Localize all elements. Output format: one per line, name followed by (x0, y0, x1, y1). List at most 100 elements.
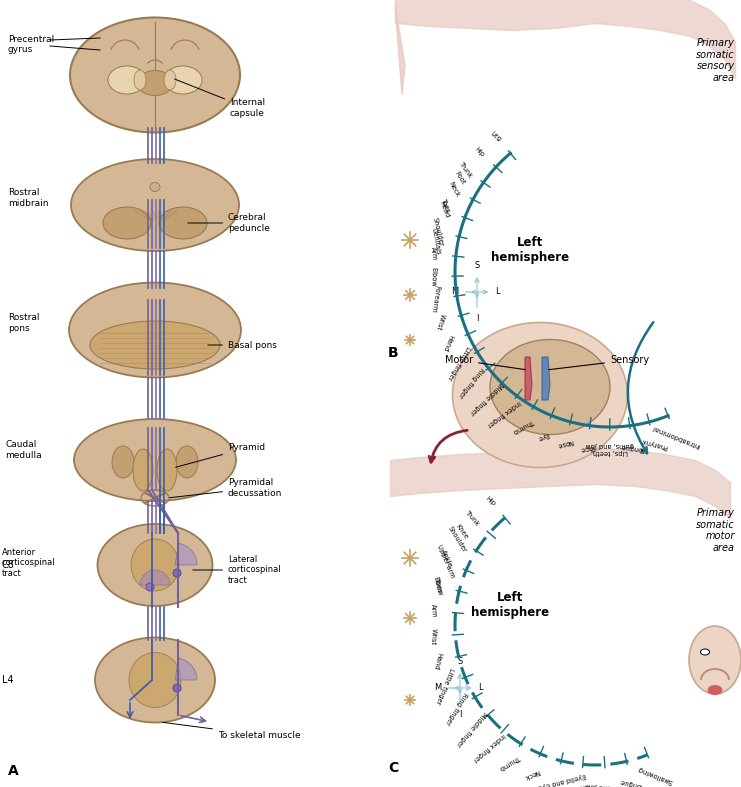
Text: Lateral
corticospinal
tract: Lateral corticospinal tract (193, 555, 282, 585)
Ellipse shape (150, 183, 160, 191)
Ellipse shape (138, 71, 173, 95)
Text: To skeletal muscle: To skeletal muscle (163, 722, 301, 740)
Text: Hand: Hand (442, 334, 454, 353)
Wedge shape (140, 570, 170, 585)
Ellipse shape (69, 283, 241, 378)
Ellipse shape (129, 652, 181, 708)
Text: Foot: Foot (453, 171, 466, 186)
Text: S: S (457, 657, 462, 666)
Text: Left
hemisphere: Left hemisphere (491, 236, 569, 264)
Ellipse shape (453, 323, 628, 467)
Text: Rostral
midbrain: Rostral midbrain (8, 188, 48, 208)
Text: Arm: Arm (431, 247, 438, 261)
Text: L4: L4 (2, 675, 13, 685)
Text: Shoulder: Shoulder (431, 216, 444, 247)
Wedge shape (175, 543, 197, 565)
Ellipse shape (176, 446, 198, 478)
Text: Anterior
corticospinal
tract: Anterior corticospinal tract (2, 548, 56, 578)
Text: A: A (8, 764, 19, 778)
Text: Knee: Knee (455, 523, 470, 541)
Ellipse shape (90, 321, 220, 369)
Text: Sensory: Sensory (549, 355, 649, 370)
Text: Ankle: Ankle (440, 549, 453, 569)
Text: Swallowing: Swallowing (637, 766, 674, 785)
Ellipse shape (74, 419, 236, 501)
Text: Internal
capsule: Internal capsule (175, 79, 265, 118)
Polygon shape (525, 357, 532, 400)
Text: Hip: Hip (485, 495, 497, 507)
Text: Toes: Toes (440, 198, 451, 213)
Ellipse shape (134, 70, 146, 90)
Text: Rostral
pons: Rostral pons (8, 313, 39, 333)
Text: Eyelid and eyeball: Eyelid and eyeball (525, 772, 586, 787)
Circle shape (146, 583, 154, 591)
Text: Elbow: Elbow (430, 267, 436, 286)
Text: Thumb: Thumb (498, 754, 521, 771)
Text: Wrist: Wrist (430, 627, 437, 645)
Text: Wrist: Wrist (435, 312, 445, 331)
Text: Cerebral
peduncle: Cerebral peduncle (187, 213, 270, 233)
Text: Ring finger: Ring finger (444, 691, 468, 726)
Wedge shape (175, 659, 197, 680)
Ellipse shape (689, 626, 741, 694)
Text: Tongue: Tongue (620, 443, 645, 452)
Text: Primary
somatic
sensory
area: Primary somatic sensory area (697, 38, 735, 83)
Text: Left
hemisphere: Left hemisphere (471, 591, 549, 619)
Ellipse shape (70, 17, 240, 132)
Text: Genitals: Genitals (431, 227, 441, 255)
Text: Eye: Eye (536, 430, 550, 441)
Text: I: I (476, 314, 478, 323)
Text: Motor: Motor (445, 355, 525, 370)
Text: C8: C8 (2, 560, 15, 570)
Text: Intraabdominal: Intraabdominal (651, 423, 701, 449)
Text: Little finger: Little finger (446, 345, 471, 381)
Text: Lips, teeth,
gums, and jaw: Lips, teeth, gums, and jaw (585, 442, 634, 456)
Text: L: L (496, 287, 500, 297)
Text: Toes: Toes (433, 578, 442, 593)
Text: Primary
somatic
motor
area: Primary somatic motor area (697, 508, 735, 552)
Text: Basal pons: Basal pons (207, 341, 277, 349)
Text: Index finger: Index finger (486, 399, 522, 428)
Text: I: I (459, 710, 461, 719)
Text: Trunk: Trunk (465, 510, 481, 527)
Text: Shoulder: Shoulder (448, 525, 468, 553)
Circle shape (173, 569, 181, 577)
Text: Head: Head (439, 201, 450, 219)
Text: Middle finger: Middle finger (454, 711, 488, 748)
Text: Face: Face (573, 783, 588, 787)
Ellipse shape (131, 539, 179, 591)
Ellipse shape (103, 207, 151, 239)
Text: Thumb: Thumb (511, 418, 534, 434)
Ellipse shape (164, 66, 202, 94)
Text: Caudal
medulla: Caudal medulla (5, 440, 41, 460)
Ellipse shape (157, 449, 177, 491)
Text: M: M (451, 287, 459, 297)
Text: Forearm: Forearm (430, 286, 440, 313)
Polygon shape (395, 5, 405, 95)
Text: Pyramid: Pyramid (176, 444, 265, 467)
Ellipse shape (133, 449, 153, 491)
Text: Leg: Leg (490, 131, 502, 142)
Text: Pyramidal
decussation: Pyramidal decussation (170, 478, 282, 497)
Ellipse shape (159, 207, 207, 239)
Text: Neck: Neck (447, 180, 460, 198)
Text: Arm: Arm (430, 604, 437, 618)
Text: Middle finger: Middle finger (469, 382, 504, 416)
Text: Elbow: Elbow (433, 575, 443, 596)
Text: Pharynx: Pharynx (641, 437, 668, 449)
Text: M: M (434, 683, 442, 693)
Text: Precentral
gyrus: Precentral gyrus (8, 35, 54, 54)
Text: Hip: Hip (473, 146, 485, 158)
Ellipse shape (490, 339, 610, 434)
Text: S: S (474, 261, 479, 270)
Ellipse shape (95, 637, 215, 722)
Text: Lips and jaw: Lips and jaw (585, 782, 627, 787)
Ellipse shape (98, 524, 213, 606)
Text: Face: Face (579, 444, 595, 452)
Text: Hand: Hand (432, 652, 442, 671)
Text: L: L (479, 683, 483, 693)
Text: Nose: Nose (556, 438, 574, 448)
Ellipse shape (164, 70, 176, 90)
Text: Trunk: Trunk (458, 161, 473, 179)
Text: Little finger: Little finger (435, 667, 455, 704)
